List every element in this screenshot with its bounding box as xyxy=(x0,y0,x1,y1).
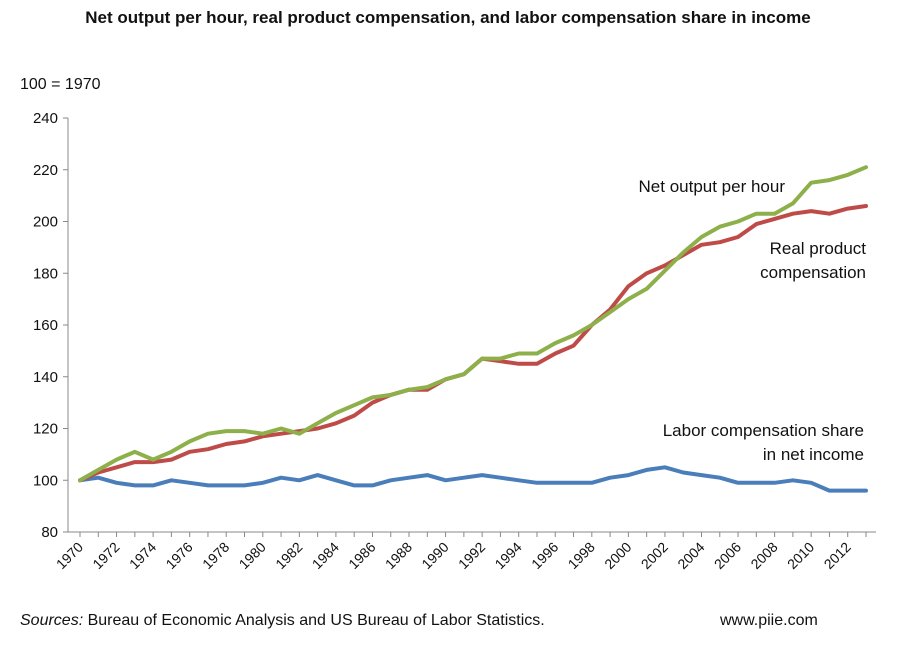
series-annotation-1: Net output per hour xyxy=(639,177,786,196)
x-tick-label: 1986 xyxy=(345,539,378,572)
series-annotation-3: in net income xyxy=(763,445,864,464)
x-tick-label: 1994 xyxy=(491,539,524,572)
sources-label: Sources: xyxy=(20,612,84,629)
x-tick-label: 1988 xyxy=(382,539,415,572)
x-tick-label: 1980 xyxy=(236,539,269,572)
x-tick-label: 1992 xyxy=(455,539,488,572)
series-line-3 xyxy=(78,465,868,493)
series-annotation-3: Labor compensation share xyxy=(663,421,864,440)
y-tick-label: 180 xyxy=(33,265,58,282)
series-annotation-2: Real product xyxy=(770,239,867,258)
y-tick-label: 120 xyxy=(33,421,58,438)
x-tick-label: 2008 xyxy=(747,539,780,572)
x-tick-label: 1990 xyxy=(418,539,451,572)
x-tick-label: 2004 xyxy=(674,539,707,572)
x-tick-label: 1996 xyxy=(528,539,561,572)
x-tick-label: 2010 xyxy=(784,539,817,572)
x-tick-label: 1974 xyxy=(126,539,159,572)
series-lines xyxy=(78,165,868,493)
series-annotations: Net output per hour Real product compensat… xyxy=(639,177,867,464)
y-tick-label: 240 xyxy=(33,110,58,127)
chart-title: Net output per hour, real product compen… xyxy=(85,8,811,27)
x-tick-label: 1998 xyxy=(565,539,598,572)
y-tick-label: 140 xyxy=(33,369,58,386)
x-tick-label: 1978 xyxy=(199,539,232,572)
y-tick-label: 200 xyxy=(33,214,58,231)
x-tick-label: 2012 xyxy=(820,539,853,572)
sources-note: Sources: Bureau of Economic Analysis and… xyxy=(20,612,545,630)
y-axis-index-note: 100 = 1970 xyxy=(20,76,101,93)
x-tick-label: 1970 xyxy=(53,539,86,572)
x-tick-label: 1984 xyxy=(309,539,342,572)
y-tick-label: 220 xyxy=(33,162,58,179)
y-tick-label: 100 xyxy=(33,472,58,489)
x-tick-label: 1976 xyxy=(162,539,195,572)
x-tick-label: 1972 xyxy=(89,539,122,572)
site-url: www.piie.com xyxy=(720,612,818,629)
x-tick-label: 1982 xyxy=(272,539,305,572)
x-tick-label: 2006 xyxy=(711,539,744,572)
series-annotation-2: compensation xyxy=(760,263,866,282)
y-tick-label: 160 xyxy=(33,317,58,334)
sources-text: Bureau of Economic Analysis and US Burea… xyxy=(83,612,545,629)
x-tick-label: 2002 xyxy=(638,539,671,572)
x-tick-label: 2000 xyxy=(601,539,634,572)
series-line-1 xyxy=(78,165,868,483)
y-tick-label: 80 xyxy=(41,524,58,541)
